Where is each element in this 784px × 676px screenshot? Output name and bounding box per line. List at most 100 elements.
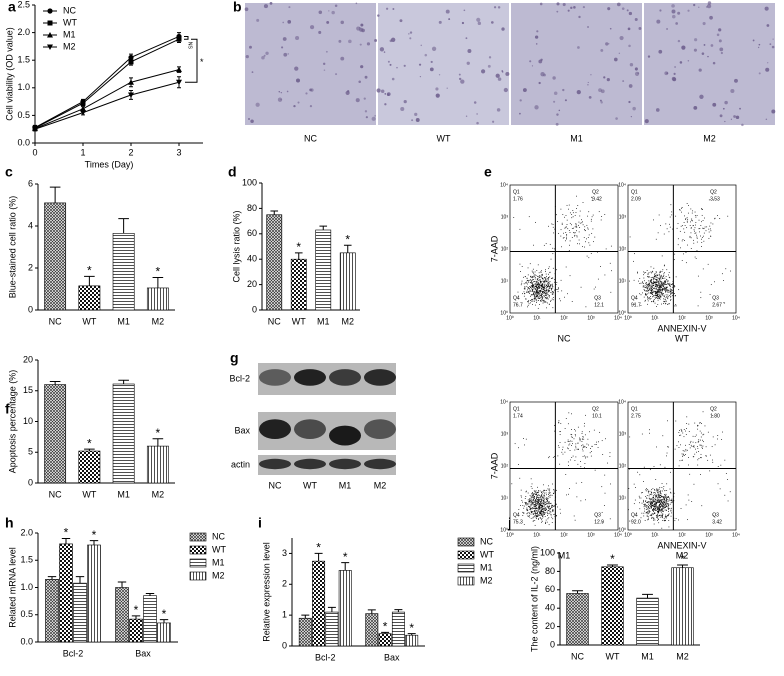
event <box>669 303 670 305</box>
event <box>649 515 651 516</box>
blot-strip <box>258 455 396 475</box>
event <box>549 496 551 498</box>
event <box>539 511 541 512</box>
event <box>539 517 541 518</box>
event <box>527 301 528 303</box>
event <box>653 509 655 511</box>
event <box>572 436 573 438</box>
flow-plot <box>509 184 619 314</box>
event <box>575 223 577 225</box>
bar <box>312 560 326 647</box>
event <box>595 286 596 288</box>
event <box>581 219 582 221</box>
event <box>660 496 662 498</box>
event <box>537 515 539 517</box>
event <box>655 290 657 292</box>
cell <box>384 92 387 95</box>
event <box>670 515 672 517</box>
event <box>541 287 543 289</box>
event <box>661 281 663 283</box>
y-tick-label: 10³ <box>619 431 627 437</box>
cell <box>249 45 252 49</box>
event <box>634 499 636 501</box>
legend-swatch <box>457 550 475 560</box>
event <box>533 299 535 301</box>
event <box>653 523 655 525</box>
event <box>653 504 655 506</box>
event <box>633 304 635 305</box>
error-bar <box>341 562 350 571</box>
event <box>532 291 534 292</box>
event <box>655 496 657 498</box>
event <box>642 492 644 493</box>
event <box>549 287 551 289</box>
cell <box>628 100 631 104</box>
cell <box>656 19 661 24</box>
quadrant-value: 2.09 <box>631 196 641 202</box>
cell <box>476 121 479 125</box>
event <box>574 232 576 234</box>
cell <box>463 9 466 12</box>
event <box>536 512 538 514</box>
event <box>545 519 547 521</box>
event <box>546 296 548 298</box>
event <box>522 293 523 295</box>
event <box>698 228 700 230</box>
line <box>34 69 180 130</box>
event <box>654 273 656 274</box>
event <box>525 438 527 440</box>
event <box>656 497 658 499</box>
error-bar <box>84 275 95 286</box>
event <box>663 303 664 305</box>
event <box>659 504 661 506</box>
y-tick-label: 1.5 <box>17 55 30 65</box>
cell <box>607 7 611 11</box>
cell <box>722 107 725 110</box>
event <box>529 495 531 496</box>
event <box>563 237 565 238</box>
event <box>667 303 669 305</box>
event <box>548 273 549 275</box>
cell <box>438 20 442 24</box>
event <box>663 504 664 505</box>
event <box>669 226 671 228</box>
cell <box>534 35 539 39</box>
event <box>552 291 554 292</box>
line <box>34 81 180 130</box>
cell <box>293 104 296 108</box>
bracket <box>184 35 189 40</box>
quadrant-value: 92.0 <box>631 519 641 525</box>
event <box>653 299 655 300</box>
event <box>669 299 671 301</box>
event <box>540 290 542 292</box>
event <box>536 295 537 297</box>
event <box>582 246 583 248</box>
event <box>663 499 665 501</box>
event <box>603 505 605 506</box>
event <box>528 505 530 507</box>
bar <box>44 202 67 311</box>
event <box>663 500 664 502</box>
event <box>569 459 571 461</box>
event <box>661 290 663 292</box>
event <box>568 204 570 206</box>
quadrant-value: 1.74 <box>513 413 523 419</box>
event <box>656 285 658 287</box>
event <box>650 506 651 507</box>
event <box>533 273 535 275</box>
event <box>541 505 543 506</box>
event <box>656 284 658 286</box>
event <box>568 208 569 210</box>
event <box>657 513 658 515</box>
cell <box>340 20 344 25</box>
event <box>546 521 548 523</box>
event <box>537 499 539 501</box>
event <box>659 494 661 496</box>
event <box>533 280 535 282</box>
event <box>643 481 644 482</box>
event <box>533 300 535 302</box>
event <box>586 443 588 445</box>
cell <box>431 46 437 51</box>
y-tick-label: 0.0 <box>17 137 30 147</box>
